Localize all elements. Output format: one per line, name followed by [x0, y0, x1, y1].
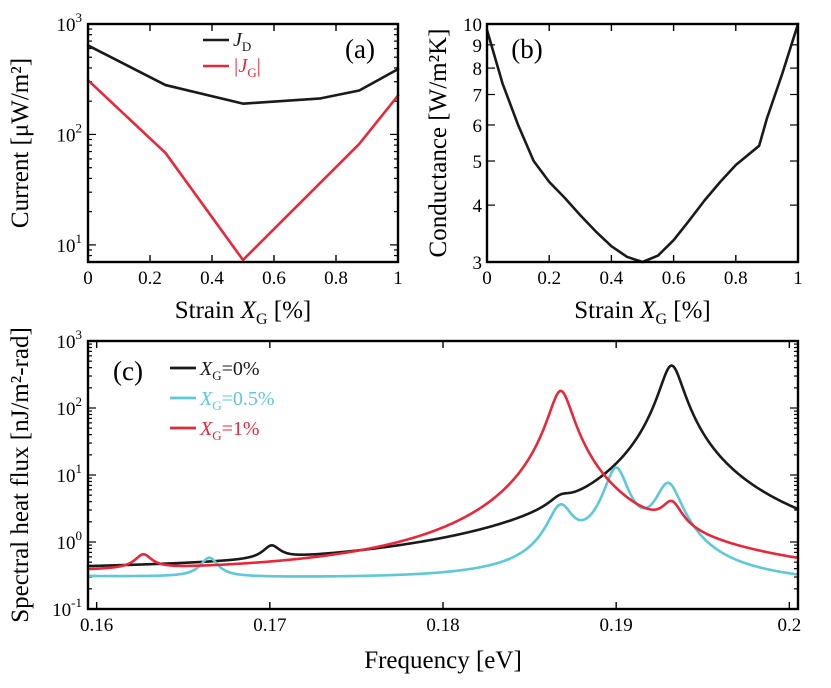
a-xtick-label: 0.2 — [138, 268, 162, 289]
b-xtick-label: 0.2 — [537, 268, 561, 289]
b-panel-label: (b) — [511, 34, 542, 64]
a-ytick-label: 102 — [57, 120, 83, 146]
a-panel-label: (a) — [345, 34, 375, 64]
c-ytick-label: 103 — [57, 327, 83, 353]
b-ytick-label: 3 — [473, 253, 483, 274]
b-xlabel: Strain XG [%] — [574, 297, 711, 328]
a-ytick-label: 101 — [57, 231, 83, 257]
c-xtick-label: 0.16 — [80, 615, 113, 636]
b-ytick-label: 8 — [473, 59, 483, 80]
b-plot-frame — [485, 22, 800, 264]
a-legend-label: JD — [233, 29, 251, 54]
c-series-xg0-line — [86, 364, 800, 568]
a-plot-frame — [86, 22, 400, 264]
a-ylabel: Current [μW/m²] — [7, 58, 34, 228]
a-xtick-label: 0.8 — [324, 268, 348, 289]
c-plot-frame — [86, 339, 800, 611]
panel-c-spectral-heat-flux: 0.16 0.17 0.18 0.19 0.2 10-1 100 101 102 103 (c) XG… — [7, 327, 801, 674]
c-legend-label: XG=0% — [199, 358, 260, 383]
c-xtick-label: 0.19 — [600, 615, 633, 636]
c-xtick-label: 0.18 — [426, 615, 459, 636]
c-ylabel: Spectral heat flux [nJ/m²-rad] — [7, 327, 34, 623]
b-xtick-label: 0.4 — [600, 268, 624, 289]
b-ylabel: Conductance [W/m²K] — [425, 29, 452, 258]
b-xtick-label: 1 — [793, 268, 803, 289]
b-xtick-label: 0 — [482, 268, 492, 289]
panel-a-current: 0 0.2 0.4 0.6 0.8 1 101 102 103 (a) JD|JG| Current … — [7, 10, 403, 328]
a-xlabel: Strain XG [%] — [175, 297, 312, 328]
a-xtick-label: 0.6 — [262, 268, 286, 289]
c-panel-label: (c) — [113, 356, 143, 386]
c-series-xg1-line — [86, 389, 800, 571]
a-series-jg-line — [86, 78, 400, 262]
c-xlabel: Frequency [eV] — [364, 647, 522, 674]
a-xtick-label: 1 — [393, 268, 403, 289]
c-legend-label: XG=1% — [199, 418, 260, 443]
a-xtick-label: 0 — [83, 268, 93, 289]
b-ytick-label: 4 — [473, 196, 483, 217]
c-ytick-label: 101 — [57, 461, 83, 487]
a-series-jd-line — [86, 44, 400, 105]
c-xtick-label: 0.17 — [253, 615, 286, 636]
c-xtick-label: 0.2 — [777, 615, 801, 636]
b-ytick-label: 10 — [463, 15, 482, 36]
b-xtick-label: 0.6 — [662, 268, 686, 289]
c-legend-label: XG=0.5% — [199, 388, 275, 413]
c-ytick-label: 102 — [57, 394, 83, 420]
c-ytick-label: 10-1 — [52, 595, 82, 621]
b-ytick-label: 5 — [473, 152, 483, 173]
b-ytick-label: 7 — [473, 86, 483, 107]
c-series-xg05-line — [86, 466, 800, 578]
a-legend-label: |JG| — [233, 55, 261, 80]
a-ytick-label: 103 — [57, 10, 83, 36]
c-ytick-label: 100 — [57, 528, 83, 554]
b-xtick-label: 0.8 — [724, 268, 748, 289]
b-ytick-label: 9 — [473, 36, 483, 57]
a-xtick-label: 0.4 — [200, 268, 224, 289]
b-ytick-label: 6 — [473, 116, 483, 137]
